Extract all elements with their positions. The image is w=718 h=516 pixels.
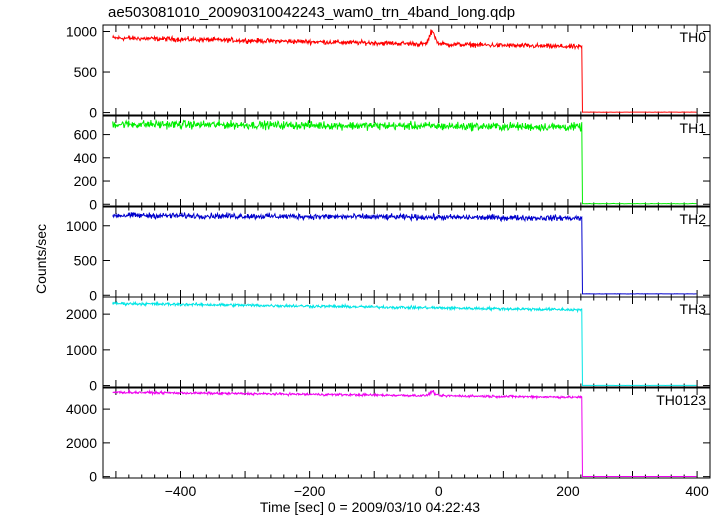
y-tick-label: 0 xyxy=(89,378,97,394)
y-tick-label: 400 xyxy=(74,150,98,166)
y-tick-label: 4000 xyxy=(66,401,97,417)
x-tick-label: −400 xyxy=(165,483,197,499)
chart-title: ae503081010_20090310042243_wam0_trn_4ban… xyxy=(108,4,516,21)
panel-frame xyxy=(102,115,711,207)
panel-frame xyxy=(102,24,711,116)
y-tick-label: 200 xyxy=(74,173,98,189)
series-line-th0123 xyxy=(112,389,697,478)
y-tick-label: 2000 xyxy=(66,306,97,322)
panel-th2: 0 500 1000 TH2 xyxy=(66,206,711,303)
y-tick-label: 500 xyxy=(74,253,98,269)
y-axis-title: Counts/sec xyxy=(33,224,49,294)
panel-th0123: 0 2000 4000 TH0123 xyxy=(66,387,711,485)
y-tick-label: 600 xyxy=(74,127,98,143)
series-line-th1 xyxy=(112,118,697,205)
y-tick-label: 1000 xyxy=(66,218,97,234)
panels-group: 0 500 1000 TH0 0 200 400 600 TH1 0 500 1000 TH2 0 1000… xyxy=(66,23,711,485)
x-tick-label: 400 xyxy=(685,483,709,499)
panel-frame xyxy=(102,387,711,479)
x-axis-title: Time [sec] 0 = 2009/03/10 04:22:43 xyxy=(260,499,480,515)
y-tick-label: 0 xyxy=(89,469,97,485)
panel-th1: 0 200 400 600 TH1 xyxy=(74,115,711,212)
x-tick-label: −200 xyxy=(294,483,326,499)
panel-label-th0123: TH0123 xyxy=(656,392,706,408)
series-line-th2 xyxy=(112,211,697,295)
y-tick-label: 0 xyxy=(89,196,97,212)
panel-frame xyxy=(102,206,711,298)
panel-th3: 0 1000 2000 TH3 xyxy=(66,296,711,394)
y-tick-label: 2000 xyxy=(66,435,97,451)
panel-label-th3: TH3 xyxy=(680,301,707,317)
x-tick-label: 0 xyxy=(435,483,443,499)
panel-label-th0: TH0 xyxy=(680,29,707,45)
y-tick-label: 500 xyxy=(74,64,98,80)
panel-label-th2: TH2 xyxy=(680,211,707,227)
y-tick-label: 0 xyxy=(89,105,97,121)
series-line-th0 xyxy=(112,29,697,113)
y-tick-label: 1000 xyxy=(66,342,97,358)
panel-frame xyxy=(102,296,711,388)
y-tick-label: 0 xyxy=(89,287,97,303)
series-line-th3 xyxy=(112,300,697,386)
panel-label-th1: TH1 xyxy=(680,120,707,136)
panel-th0: 0 500 1000 TH0 xyxy=(66,23,711,121)
y-tick-label: 1000 xyxy=(66,23,97,39)
x-axis: −400 −200 0 200 400 xyxy=(165,483,709,499)
x-tick-label: 200 xyxy=(556,483,580,499)
